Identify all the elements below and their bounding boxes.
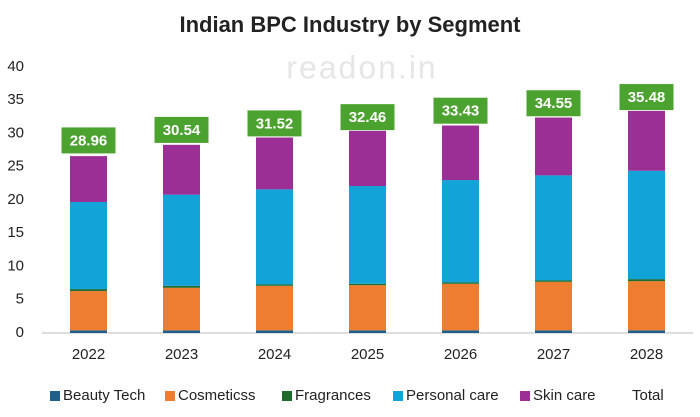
bar-segment [70,291,107,331]
bar-segment [256,284,293,286]
bar-segment [349,130,386,187]
x-tick-label: 2027 [537,346,570,363]
bar-segment [442,180,479,283]
y-tick-label: 10 [7,257,24,274]
bar-segment [442,282,479,284]
total-label-box [61,127,116,154]
x-tick-label: 2028 [630,346,663,363]
total-label-box [154,116,209,143]
total-label: 34.55 [535,95,573,112]
y-tick-label: 0 [16,324,24,341]
bar-segment [256,285,293,331]
legend-label: Cosmeticss [178,387,256,404]
bar-segment [163,194,200,286]
total-label: 32.46 [349,109,387,126]
bar-segment [349,285,386,331]
y-tick-label: 15 [7,224,24,241]
legend-swatch [50,391,60,401]
legend-swatch [520,391,530,401]
legend-label: Total [632,387,664,404]
bar-segment [535,280,572,282]
bar-segment [163,285,200,288]
x-tick-label: 2024 [258,346,291,363]
bar-segment [349,330,386,333]
bar-segment [442,330,479,333]
bar-segment [256,330,293,333]
watermark: readon.in [286,49,437,85]
bar-segment [163,144,200,195]
total-label-box [619,84,674,111]
bar-segment [349,283,386,286]
bar-segment [163,330,200,333]
y-tick-label: 5 [16,291,24,308]
bar-segment [628,330,665,333]
y-tick-label: 35 [7,91,24,108]
x-tick-label: 2026 [444,346,477,363]
total-label: 31.52 [256,115,294,132]
x-tick-label: 2022 [72,346,105,363]
y-tick-label: 25 [7,158,24,175]
bar-segment [628,110,665,171]
bar-segment [70,201,107,290]
x-tick-label: 2025 [351,346,384,363]
bar-segment [535,117,572,176]
legend-label: Skin care [533,387,596,404]
bar-segment [535,330,572,333]
total-label: 35.48 [628,89,666,106]
bar-segment [535,281,572,331]
y-tick-label: 40 [7,58,24,75]
total-label-box [247,110,302,137]
bar-segment [628,170,665,280]
bar-segment [442,283,479,331]
y-tick-label: 20 [7,191,24,208]
bar-segment [628,281,665,331]
bar-segment [535,175,572,281]
total-label-box [340,104,395,131]
bar-segment [628,279,665,282]
bar-segment [163,287,200,331]
legend-label: Beauty Tech [63,387,145,404]
legend-label: Personal care [406,387,499,404]
total-label-box [526,90,581,117]
y-tick-label: 30 [7,124,24,141]
total-label: 33.43 [442,103,480,120]
bar-segment [70,330,107,333]
legend-swatch [393,391,403,401]
legend-label: Fragrances [295,387,371,404]
legend-swatch [282,391,292,401]
chart-title: Indian BPC Industry by Segment [179,12,521,37]
x-tick-label: 2023 [165,346,198,363]
total-label: 28.96 [70,132,108,149]
bar-segment [349,186,386,284]
bar-segment [70,156,107,202]
bar-segment [70,289,107,292]
bar-segment [442,125,479,181]
total-label-box [433,97,488,124]
legend-swatch [165,391,175,401]
bar-segment [256,189,293,285]
total-label: 30.54 [163,122,201,139]
bar-segment [256,137,293,190]
